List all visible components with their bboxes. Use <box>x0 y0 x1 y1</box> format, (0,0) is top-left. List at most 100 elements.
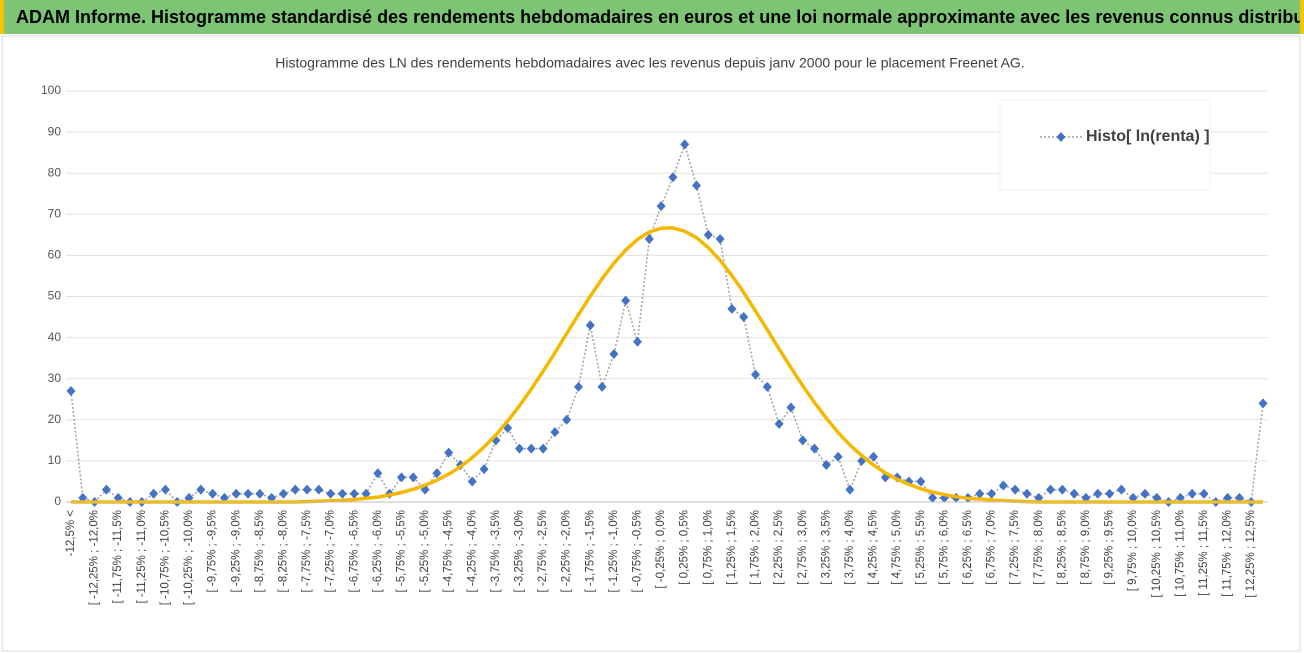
x-tick-label: [ 7,25% ; 7,5% <box>1009 510 1021 585</box>
x-tick-label: [ 11,25% ; 11,5% <box>1198 510 1210 596</box>
x-tick-label: [ 3,25% ; 3,5% <box>820 510 832 585</box>
y-tick-label: 40 <box>48 330 62 344</box>
data-point <box>928 492 938 503</box>
data-point <box>1046 484 1056 495</box>
chart: Histogramme des LN des rendements hebdom… <box>1 35 1301 652</box>
x-tick-label: [ -9,75% ; -9,5% <box>207 510 219 592</box>
x-tick-label: [ -12,25% ; -12,0% <box>89 510 101 605</box>
data-point <box>243 488 253 499</box>
data-point <box>762 381 772 392</box>
data-point <box>821 460 831 471</box>
x-tick-label: [ -5,25% ; -5,0% <box>419 510 431 592</box>
y-tick-label: 70 <box>48 206 62 220</box>
data-point <box>703 229 713 240</box>
x-tick-label: [ 6,75% ; 7,0% <box>986 510 998 585</box>
x-tick-label: [ -7,75% ; -7,5% <box>301 510 313 592</box>
y-tick-label: 10 <box>48 453 62 467</box>
x-tick-label: -12,5% < <box>65 510 77 557</box>
data-point <box>585 320 595 331</box>
x-tick-label: [ 2,75% ; 3,0% <box>797 510 809 585</box>
x-tick-label: [ -0,25% ; 0,0% <box>655 510 667 589</box>
legend-marker <box>1056 132 1066 142</box>
data-point <box>255 488 265 499</box>
y-tick-label: 100 <box>41 83 61 97</box>
data-point <box>467 476 477 487</box>
data-point <box>1057 484 1067 495</box>
data-point <box>656 201 666 212</box>
x-tick-label: [ -3,75% ; -3,5% <box>490 510 502 592</box>
data-point <box>869 451 879 462</box>
y-tick-label: 60 <box>48 248 62 262</box>
x-tick-label: [ -1,75% ; -1,5% <box>584 510 596 592</box>
data-point <box>975 488 985 499</box>
data-point <box>514 443 524 454</box>
data-point <box>562 414 572 425</box>
x-tick-label: [ 9,75% ; 10,0% <box>1127 510 1139 591</box>
data-point <box>1199 488 1209 499</box>
legend-label: Histo[ ln(renta) ] <box>1086 128 1210 145</box>
data-point <box>361 488 371 499</box>
data-point <box>208 488 218 499</box>
x-tick-label: [ -8,75% ; -8,5% <box>254 510 266 592</box>
x-tick-label: [ 5,25% ; 5,5% <box>915 510 927 585</box>
data-point <box>290 484 300 495</box>
y-tick-label: 30 <box>48 371 62 385</box>
data-point <box>444 447 454 458</box>
x-tick-label: [ 3,75% ; 4,0% <box>844 510 856 585</box>
x-tick-label: [ 11,75% ; 12,0% <box>1222 510 1234 597</box>
data-point <box>751 369 761 380</box>
data-point <box>1187 488 1197 499</box>
x-tick-label: [ 9,25% ; 9,5% <box>1104 510 1116 585</box>
x-tick-label: [ -10,75% ; -10,5% <box>159 510 171 605</box>
data-point <box>149 488 159 499</box>
x-tick-label: [ -0,75% ; -0,5% <box>632 510 644 592</box>
data-point <box>786 402 796 413</box>
x-tick-label: [ -11,25% ; -11,0% <box>136 510 148 604</box>
x-tick-label: [ -9,25% ; -9,0% <box>230 510 242 592</box>
data-point <box>668 172 678 183</box>
data-point <box>692 180 702 191</box>
x-tick-label: [ -3,25% ; -3,0% <box>514 510 526 592</box>
x-tick-label: [ 8,25% ; 8,5% <box>1056 510 1068 585</box>
x-tick-label: [ 0,25% ; 0,5% <box>679 510 691 585</box>
data-point <box>987 488 997 499</box>
data-point <box>396 472 406 483</box>
data-point <box>644 233 654 244</box>
x-tick-label: [ -4,25% ; -4,0% <box>466 510 478 592</box>
data-point <box>739 312 749 323</box>
x-tick-label: [ -8,25% ; -8,0% <box>277 510 289 592</box>
x-tick-label: [ 8,75% ; 9,0% <box>1080 510 1092 585</box>
y-tick-label: 90 <box>48 124 62 138</box>
data-point <box>479 464 489 475</box>
y-tick-label: 0 <box>54 494 61 508</box>
y-tick-label: 50 <box>48 289 62 303</box>
data-point <box>526 443 536 454</box>
x-tick-label: [ -11,75% ; -11,5% <box>112 510 124 604</box>
data-point <box>597 381 607 392</box>
data-point <box>1258 398 1268 409</box>
data-point <box>1105 488 1115 499</box>
data-point <box>680 139 690 150</box>
data-point <box>408 472 418 483</box>
x-tick-label: [ 1,75% ; 2,0% <box>750 510 762 585</box>
data-point <box>1010 484 1020 495</box>
data-point <box>609 349 619 360</box>
data-point <box>845 484 855 495</box>
data-point <box>715 233 725 244</box>
data-point <box>302 484 312 495</box>
x-tick-label: [ 2,25% ; 2,5% <box>773 510 785 585</box>
data-point <box>727 303 737 314</box>
x-tick-label: [ 12,25% ; 12,5% <box>1245 510 1257 598</box>
data-point <box>1093 488 1103 499</box>
x-tick-label: [ -6,75% ; -6,5% <box>348 510 360 592</box>
data-point <box>798 435 808 446</box>
data-point <box>278 488 288 499</box>
x-tick-label: [ 7,75% ; 8,0% <box>1033 510 1045 585</box>
chart-title: Histogramme des LN des rendements hebdom… <box>275 55 1024 71</box>
data-point <box>1022 488 1032 499</box>
data-point <box>774 418 784 429</box>
data-point <box>538 443 548 454</box>
data-point <box>998 480 1008 491</box>
data-point <box>916 476 926 487</box>
